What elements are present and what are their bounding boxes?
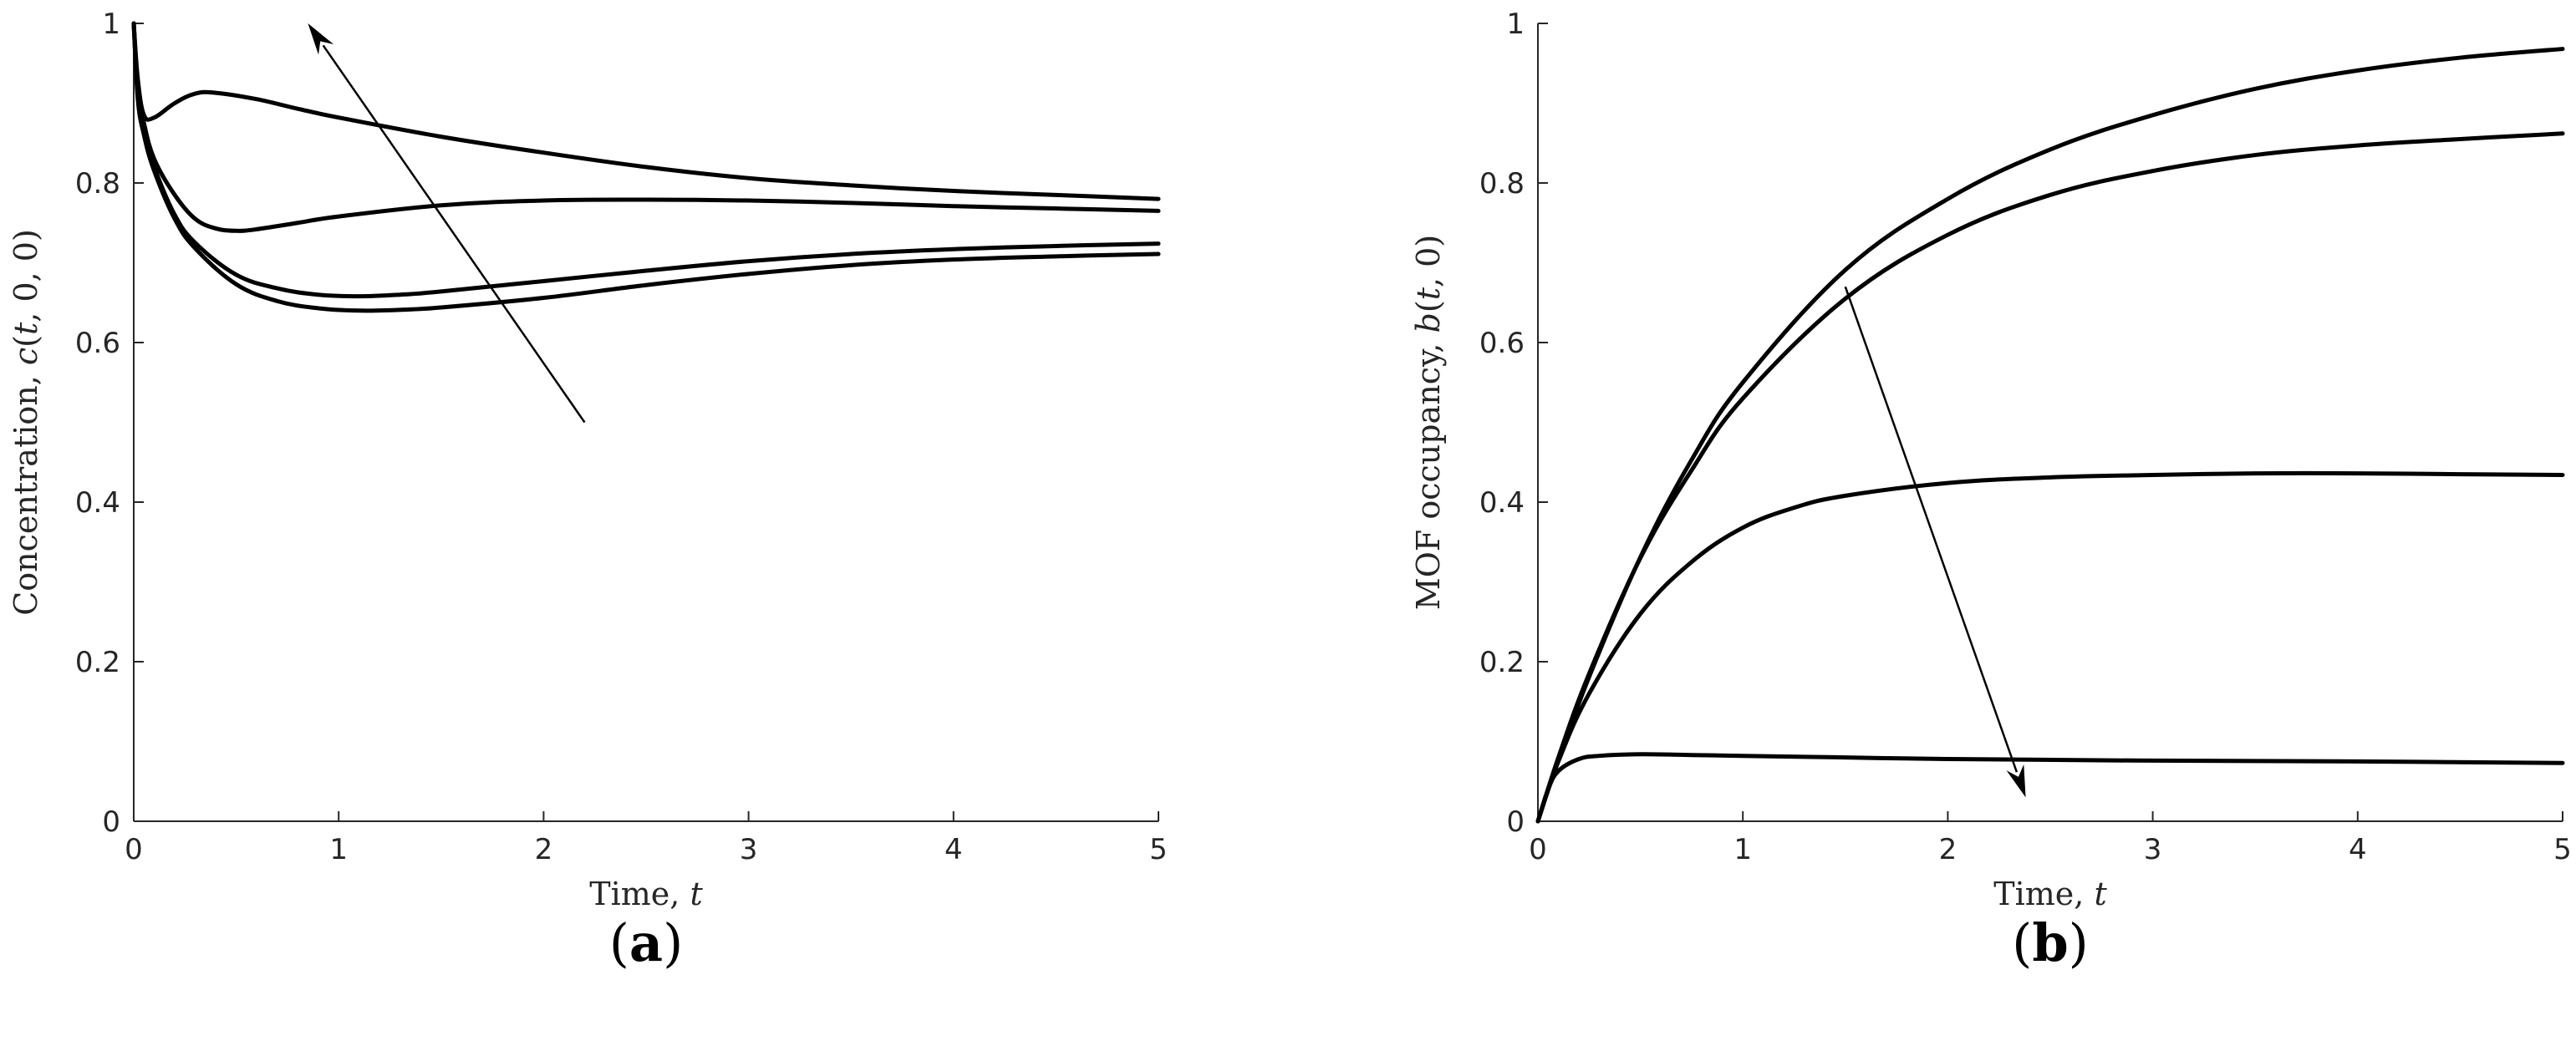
y-tick-label: 0 <box>1506 805 1525 839</box>
x-tick-label: 1 <box>329 833 348 866</box>
x-tick-label: 2 <box>1939 833 1957 866</box>
x-tick-label: 5 <box>2553 833 2572 866</box>
y-tick-label: 0.6 <box>75 327 120 360</box>
annotation-arrow-shaft <box>1844 286 2019 773</box>
y-tick-label: 0.2 <box>1479 646 1525 679</box>
series-line-1 <box>131 21 1161 201</box>
annotation-arrow-shaft <box>322 44 586 424</box>
y-tick-label: 0 <box>102 805 120 839</box>
x-axis-label: Time, t <box>589 876 703 912</box>
x-axis-label: Time, t <box>1993 876 2107 912</box>
panel-b: 0 1 2 3 4 5 0 0.2 0.4 0.6 0.8 1 Time, t MOF occupancy… <box>1410 8 2572 973</box>
y-tick-label: 0.8 <box>1479 167 1525 201</box>
x-tick-label: 2 <box>535 833 553 866</box>
y-axis-label: Concentration, c(t, 0, 0) <box>8 229 44 616</box>
series-line-1 <box>1535 47 2565 824</box>
y-tick-label: 1 <box>1506 8 1525 41</box>
series-line-4 <box>131 21 1161 313</box>
x-tick-label: 5 <box>1149 833 1168 866</box>
y-tick-label: 1 <box>102 8 120 41</box>
panel-a: 0 1 2 3 4 5 0 0.2 0.4 0.6 0.8 1 Time, t Concentration… <box>8 8 1168 973</box>
annotation-arrow-head <box>308 23 334 55</box>
y-tick-label: 0.4 <box>1479 486 1525 520</box>
x-tick-label: 1 <box>1733 833 1752 866</box>
series-line-3 <box>131 21 1161 299</box>
series-line-2 <box>1535 131 2565 824</box>
x-tick-label: 0 <box>125 833 143 866</box>
x-tick-label: 4 <box>2349 833 2367 866</box>
y-axis-label: MOF occupancy, b(t, 0) <box>1410 235 1447 610</box>
x-tick-label: 0 <box>1529 833 1547 866</box>
panel-label: (b) <box>2012 912 2089 973</box>
series-line-2 <box>131 21 1161 233</box>
y-tick-label: 0.8 <box>75 167 120 201</box>
x-tick-label: 3 <box>2144 833 2162 866</box>
annotation-arrow-head <box>2006 764 2026 798</box>
y-tick-label: 0.6 <box>1479 327 1525 360</box>
series-line-3 <box>1535 470 2565 824</box>
y-tick-label: 0.2 <box>75 646 120 679</box>
series-line-4 <box>1535 752 2565 824</box>
y-tick-label: 0.4 <box>75 486 120 520</box>
x-tick-label: 4 <box>944 833 963 866</box>
panel-label: (a) <box>609 912 684 973</box>
x-tick-label: 3 <box>740 833 758 866</box>
